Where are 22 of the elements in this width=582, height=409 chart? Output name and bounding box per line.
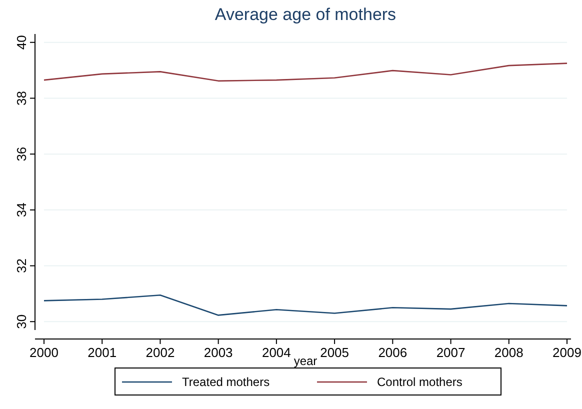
y-tick-label: 32 — [14, 258, 29, 274]
x-tick-label: 2008 — [494, 345, 524, 360]
legend-label: Control mothers — [377, 375, 462, 389]
x-tick-label: 2005 — [320, 345, 350, 360]
x-axis-title: year — [294, 354, 318, 368]
x-tick-label: 2003 — [204, 345, 233, 360]
x-tick-label: 2001 — [88, 345, 117, 360]
legend-label: Treated mothers — [182, 375, 270, 389]
y-tick-label: 40 — [14, 35, 29, 50]
chart-title: Average age of mothers — [214, 5, 396, 24]
y-tick-label: 34 — [14, 202, 29, 218]
line-series — [43, 62, 568, 82]
y-tick-label: 30 — [14, 314, 29, 329]
x-tick-label: 2006 — [378, 345, 408, 360]
x-tick-label: 2009 — [552, 345, 582, 360]
y-tick-label: 36 — [14, 146, 29, 162]
x-tick-label: 2007 — [436, 345, 466, 360]
x-tick-label: 2002 — [146, 345, 175, 360]
x-tick-label: 2004 — [262, 345, 291, 360]
line-series — [43, 294, 568, 316]
x-tick-label: 2000 — [30, 345, 58, 360]
y-tick-label: 38 — [14, 90, 29, 106]
